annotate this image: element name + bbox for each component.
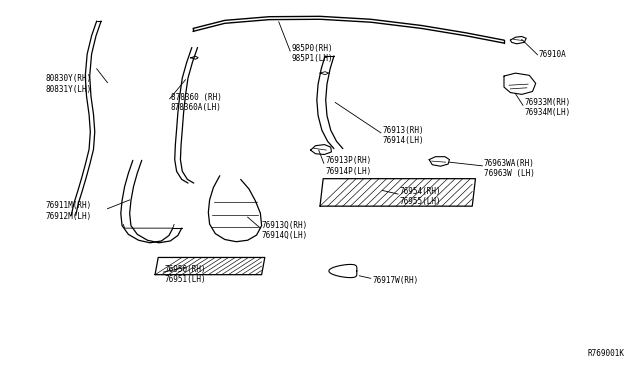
Text: 76933M(RH)
76934M(LH): 76933M(RH) 76934M(LH) bbox=[524, 97, 570, 117]
Text: R769001K: R769001K bbox=[588, 349, 625, 358]
Text: 76913P(RH)
76914P(LH): 76913P(RH) 76914P(LH) bbox=[325, 156, 371, 176]
Text: 985P0(RH)
985P1(LH): 985P0(RH) 985P1(LH) bbox=[291, 44, 333, 63]
Text: 878360 (RH)
878360A(LH): 878360 (RH) 878360A(LH) bbox=[171, 93, 222, 112]
Text: 76954(RH)
76955(LH): 76954(RH) 76955(LH) bbox=[399, 187, 441, 206]
Text: 76963WA(RH)
76963W (LH): 76963WA(RH) 76963W (LH) bbox=[484, 159, 534, 178]
Text: 76910A: 76910A bbox=[539, 50, 566, 59]
Text: 76950(RH)
76951(LH): 76950(RH) 76951(LH) bbox=[164, 265, 206, 284]
Text: 76913(RH)
76914(LH): 76913(RH) 76914(LH) bbox=[382, 126, 424, 145]
Text: 76911M(RH)
76912M(LH): 76911M(RH) 76912M(LH) bbox=[46, 201, 92, 221]
Text: 80830Y(RH)
80831Y(LH): 80830Y(RH) 80831Y(LH) bbox=[46, 74, 92, 94]
Text: 76913Q(RH)
76914Q(LH): 76913Q(RH) 76914Q(LH) bbox=[262, 221, 308, 240]
Text: 76917W(RH): 76917W(RH) bbox=[372, 276, 419, 285]
